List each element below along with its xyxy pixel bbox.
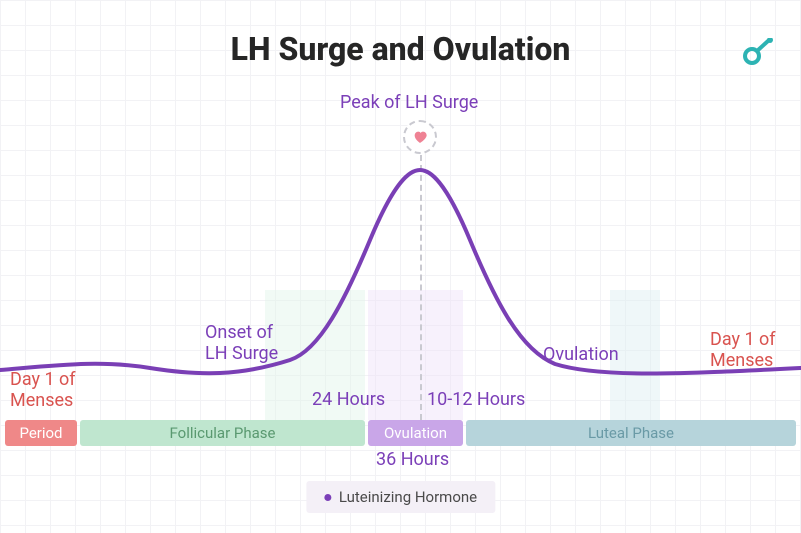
day1-left-label: Day 1 ofMenses xyxy=(10,370,76,411)
phase-period-label: Period xyxy=(19,424,62,442)
legend-label: Luteinizing Hormone xyxy=(339,488,477,506)
peak-label: Peak of LH Surge xyxy=(340,93,478,114)
phase-luteal: Luteal Phase xyxy=(466,420,796,446)
heart-icon xyxy=(412,129,428,145)
ovulation-label: Ovulation xyxy=(543,345,619,366)
hours-24-label: 24 Hours xyxy=(312,390,385,411)
phase-period: Period xyxy=(5,420,77,446)
phase-ovulation-label: Ovulation xyxy=(384,424,447,442)
phase-follicular-label: Follicular Phase xyxy=(170,424,276,442)
legend: Luteinizing Hormone xyxy=(306,481,495,513)
hours-36-label: 36 Hours xyxy=(376,450,449,471)
phase-follicular: Follicular Phase xyxy=(80,420,365,446)
phase-luteal-label: Luteal Phase xyxy=(588,424,674,442)
phase-ovulation: Ovulation xyxy=(368,420,463,446)
legend-dot-icon xyxy=(324,494,331,501)
onset-label: Onset ofLH Surge xyxy=(205,323,278,364)
day1-right-label: Day 1 ofMenses xyxy=(710,330,776,371)
hours-1012-label: 10-12 Hours xyxy=(427,390,525,411)
peak-marker xyxy=(403,120,437,154)
